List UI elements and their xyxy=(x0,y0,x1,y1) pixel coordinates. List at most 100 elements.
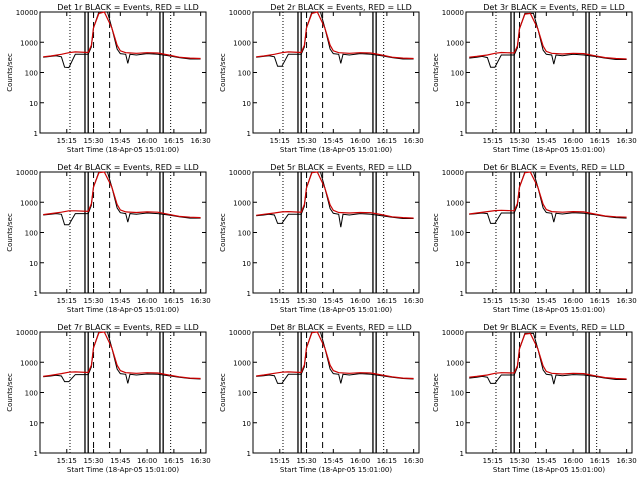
y-tick-label: 10000 xyxy=(229,329,251,337)
y-tick-label: 1 xyxy=(247,130,251,138)
panel-5: 1 10 100 1000 10000 15:15 15:30 15:45 16:00 16:15… xyxy=(219,163,424,314)
y-tick-label: 100 xyxy=(238,70,251,78)
x-tick-label: 16:15 xyxy=(377,297,397,305)
x-tick-label: 16:00 xyxy=(563,137,583,145)
x-axis-label: Start Time (18-Apr-05 15:01:00) xyxy=(493,466,605,474)
lld-series-line xyxy=(256,331,414,380)
x-tick-label: 16:15 xyxy=(164,297,184,305)
panel-6: 1 10 100 1000 10000 15:15 15:30 15:45 16:00 16:15… xyxy=(432,163,637,314)
x-tick-label: 16:00 xyxy=(350,457,370,465)
plot-frame xyxy=(465,171,633,294)
events-series-line xyxy=(43,11,201,69)
x-axis-label: Start Time (18-Apr-05 15:01:00) xyxy=(67,146,179,154)
y-tick-label: 10000 xyxy=(16,9,38,17)
y-tick-label: 100 xyxy=(451,230,464,238)
chart-title: Det 4r BLACK = Events, RED = LLD xyxy=(57,163,199,172)
x-tick-label: 15:30 xyxy=(83,297,103,305)
y-tick-label: 1000 xyxy=(20,39,38,47)
x-tick-label: 16:30 xyxy=(617,137,637,145)
x-tick-label: 16:00 xyxy=(563,297,583,305)
x-tick-label: 16:30 xyxy=(617,297,637,305)
y-tick-label: 1000 xyxy=(233,39,251,47)
y-tick-label: 1000 xyxy=(20,359,38,367)
x-axis-label: Start Time (18-Apr-05 15:01:00) xyxy=(67,466,179,474)
x-tick-label: 16:30 xyxy=(191,137,211,145)
x-tick-label: 16:30 xyxy=(191,457,211,465)
panel-7: 1 10 100 1000 10000 15:15 15:30 15:45 16:00 16:15… xyxy=(6,323,211,474)
chart-title: Det 2r BLACK = Events, RED = LLD xyxy=(270,3,412,12)
y-tick-label: 100 xyxy=(238,230,251,238)
plot-frame xyxy=(252,331,420,454)
y-tick-label: 10 xyxy=(29,100,38,108)
y-tick-label: 1 xyxy=(460,130,464,138)
y-tick-label: 1 xyxy=(34,290,38,298)
chart-title: Det 8r BLACK = Events, RED = LLD xyxy=(270,323,412,332)
y-tick-label: 10000 xyxy=(442,9,464,17)
x-tick-label: 16:30 xyxy=(617,457,637,465)
panel-8: 1 10 100 1000 10000 15:15 15:30 15:45 16:00 16:15… xyxy=(219,323,424,474)
y-tick-label: 10 xyxy=(29,420,38,428)
x-axis-label: Start Time (18-Apr-05 15:01:00) xyxy=(280,146,392,154)
panel-3: 1 10 100 1000 10000 15:15 15:30 15:45 16:00 16:15… xyxy=(432,3,637,154)
y-tick-label: 10 xyxy=(455,100,464,108)
x-tick-label: 15:45 xyxy=(536,297,556,305)
y-tick-label: 10 xyxy=(455,420,464,428)
y-tick-label: 1 xyxy=(460,290,464,298)
x-axis-label: Start Time (18-Apr-05 15:01:00) xyxy=(280,306,392,314)
chart-title: Det 1r BLACK = Events, RED = LLD xyxy=(57,3,199,12)
lld-series-line xyxy=(43,11,201,60)
plot-frame xyxy=(465,11,633,134)
y-tick-label: 10000 xyxy=(229,9,251,17)
chart-title: Det 5r BLACK = Events, RED = LLD xyxy=(270,163,412,172)
y-tick-label: 10000 xyxy=(16,169,38,177)
x-tick-label: 16:30 xyxy=(404,297,424,305)
plot-frame xyxy=(39,331,207,454)
y-tick-label: 1000 xyxy=(233,359,251,367)
x-tick-label: 15:45 xyxy=(110,297,130,305)
y-tick-label: 10000 xyxy=(229,169,251,177)
y-tick-label: 100 xyxy=(451,70,464,78)
x-axis-label: Start Time (18-Apr-05 15:01:00) xyxy=(67,306,179,314)
x-tick-label: 16:15 xyxy=(590,457,610,465)
x-tick-label: 16:30 xyxy=(404,137,424,145)
x-tick-label: 16:00 xyxy=(137,457,157,465)
y-tick-label: 1 xyxy=(247,290,251,298)
x-tick-label: 15:15 xyxy=(270,137,290,145)
lld-series-line xyxy=(469,12,627,60)
y-tick-label: 10 xyxy=(242,420,251,428)
y-tick-label: 10000 xyxy=(16,329,38,337)
x-tick-label: 16:15 xyxy=(164,457,184,465)
x-tick-label: 16:30 xyxy=(191,297,211,305)
y-tick-label: 10 xyxy=(242,100,251,108)
x-tick-label: 16:15 xyxy=(164,137,184,145)
events-series-line xyxy=(43,171,201,226)
x-tick-label: 15:30 xyxy=(296,457,316,465)
x-axis-label: Start Time (18-Apr-05 15:01:00) xyxy=(493,146,605,154)
y-tick-label: 1 xyxy=(460,450,464,458)
y-tick-label: 1 xyxy=(34,450,38,458)
x-tick-label: 16:00 xyxy=(137,297,157,305)
y-tick-label: 10 xyxy=(455,260,464,268)
y-tick-label: 100 xyxy=(25,230,38,238)
y-axis-label: Counts/sec xyxy=(219,213,227,252)
events-series-line xyxy=(43,331,201,384)
x-tick-label: 15:15 xyxy=(483,137,503,145)
lld-series-line xyxy=(256,11,414,60)
y-axis-label: Counts/sec xyxy=(6,213,14,252)
y-tick-label: 100 xyxy=(238,390,251,398)
x-tick-label: 15:45 xyxy=(323,457,343,465)
panel-9: 1 10 100 1000 10000 15:15 15:30 15:45 16:00 16:15… xyxy=(432,323,637,474)
panel-2: 1 10 100 1000 10000 15:15 15:30 15:45 16:00 16:15… xyxy=(219,3,424,154)
x-tick-label: 16:00 xyxy=(350,297,370,305)
y-tick-label: 1 xyxy=(34,130,38,138)
y-tick-label: 100 xyxy=(25,70,38,78)
x-tick-label: 16:00 xyxy=(137,137,157,145)
y-axis-label: Counts/sec xyxy=(432,373,440,412)
x-tick-label: 16:15 xyxy=(377,457,397,465)
plot-frame xyxy=(39,171,207,294)
y-tick-label: 10000 xyxy=(442,329,464,337)
chart-title: Det 7r BLACK = Events, RED = LLD xyxy=(57,323,199,332)
panel-4: 1 10 100 1000 10000 15:15 15:30 15:45 16:00 16:15… xyxy=(6,163,211,314)
x-tick-label: 16:15 xyxy=(377,137,397,145)
